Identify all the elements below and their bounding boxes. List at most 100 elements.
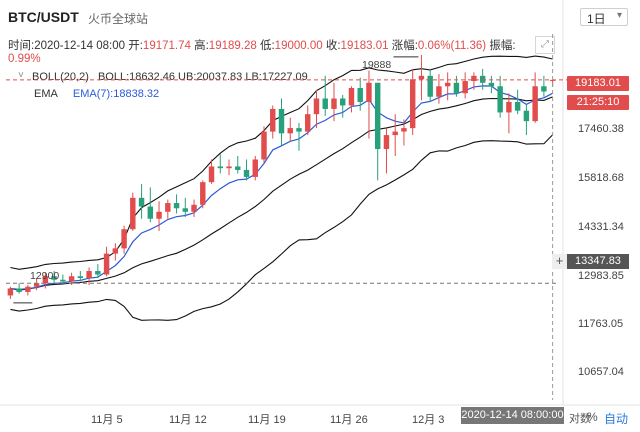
candle-body	[313, 98, 320, 115]
candle-body	[523, 110, 530, 122]
high-marker-label: 19888	[362, 59, 392, 71]
close-label: 收:	[325, 40, 341, 52]
crosshair-price-tag: 13347.83	[567, 254, 629, 269]
candle-body	[261, 131, 267, 160]
candle-body	[418, 75, 425, 80]
amp-label: 振幅:	[489, 40, 516, 52]
time-tick: 11月 26	[330, 414, 368, 426]
boll-name: BOLL(20,2)	[32, 71, 89, 83]
candle-body	[497, 86, 503, 113]
high-label: 高:	[194, 40, 209, 52]
candle-body	[322, 98, 328, 109]
boll-legend[interactable]: ˅ BOLL(20,2) BOLL:18632.46 UB:20037.83 L…	[18, 70, 308, 83]
candle-body	[42, 276, 49, 284]
time-tick: 11月 12	[169, 414, 207, 426]
candle-body	[462, 81, 468, 94]
add-alert-plus-icon[interactable]: +	[552, 254, 567, 269]
time-tick: 12月 3	[412, 414, 445, 426]
candle-body	[357, 88, 363, 102]
expand-icon[interactable]: ⤢	[535, 36, 555, 54]
crosshair-time-tag: 2020-12-14 08:00:00	[461, 407, 564, 424]
price-tick: 11763.05	[578, 318, 624, 330]
candle-body	[479, 75, 486, 83]
candle-body	[305, 114, 311, 132]
time-tick: 11月 19	[248, 414, 286, 426]
price-tick: 15818.68	[578, 172, 624, 184]
ema-value: EMA(7):18838.32	[72, 88, 160, 100]
candle-body	[278, 108, 285, 134]
change-label: 涨幅:	[391, 40, 418, 52]
ema-name: EMA	[34, 88, 58, 100]
candle-body	[401, 128, 407, 132]
price-tick: 14331.34	[578, 221, 624, 233]
candle-body	[95, 271, 101, 275]
candle-body	[103, 253, 110, 275]
candle-body	[340, 98, 346, 106]
candle-body	[374, 82, 381, 150]
candle-body	[86, 271, 92, 278]
candle-body	[60, 279, 66, 282]
candle-body	[252, 159, 258, 177]
symbol-title: BTC/USDT	[8, 9, 79, 25]
close-value: 19183.01	[340, 40, 389, 52]
open-value: 19171.74	[142, 40, 191, 52]
candle-body	[138, 197, 145, 207]
open-label: 开:	[128, 40, 143, 52]
time-tick: 11月 5	[91, 414, 123, 426]
change-value: 0.06%(11.36)	[417, 40, 487, 52]
candle-body	[112, 248, 119, 254]
price-tick: 10657.04	[578, 366, 624, 378]
interval-select[interactable]: 1日 ▾	[580, 8, 628, 26]
chevron-down-icon: ▾	[616, 10, 622, 21]
amp-value: 0.99%	[8, 53, 41, 65]
candle-body	[488, 82, 495, 87]
candle-body	[532, 86, 538, 122]
boll-middle-band	[10, 96, 553, 291]
candle-body	[7, 288, 14, 296]
candle-body	[182, 208, 189, 212]
low-value: 19000.00	[274, 40, 323, 52]
candle-body	[287, 128, 293, 134]
candle-body	[200, 182, 206, 205]
candle-body	[121, 229, 127, 249]
log-scale-button[interactable]: 对数	[569, 413, 591, 425]
candle-body	[235, 166, 241, 170]
candle-body	[156, 211, 162, 219]
auto-scale-button[interactable]: 自动	[604, 412, 629, 426]
boll-lower-band	[10, 134, 553, 321]
candle-body	[165, 203, 171, 212]
exchange-name: 火币全球站	[88, 12, 149, 26]
price-tick: 17460.38	[578, 123, 624, 135]
candle-body	[68, 276, 75, 282]
ohlc-info: 时间:2020-12-14 08:00 开:19171.74 高:19189.2…	[8, 37, 516, 53]
candle-body	[348, 88, 355, 106]
ema-legend[interactable]: EMA EMA(7):18838.32	[34, 88, 159, 100]
candle-body	[383, 135, 390, 150]
candle-body	[436, 86, 442, 97]
candle-body	[296, 128, 302, 132]
ema-line	[10, 85, 553, 290]
candle-body	[514, 101, 521, 111]
candle-body	[217, 166, 223, 169]
collapse-chevron-icon[interactable]: ˅	[18, 70, 24, 81]
high-value: 19189.28	[208, 40, 257, 52]
last-price-tag: 19183.01	[567, 76, 629, 91]
time-label: 时间:	[8, 40, 35, 52]
countdown-tag: 21:25:10	[567, 95, 629, 110]
candle-body	[130, 197, 136, 230]
candle-body	[427, 75, 433, 97]
candle-body	[226, 166, 232, 169]
candle-body	[173, 203, 180, 209]
candle-body	[33, 283, 40, 287]
price-tick: 12983.85	[578, 270, 624, 282]
percent-scale-button[interactable]: %	[587, 410, 598, 424]
candle-body	[392, 131, 398, 136]
candle-body	[506, 101, 512, 113]
candle-body	[147, 206, 154, 219]
candle-body	[409, 79, 416, 129]
candle-body	[331, 98, 337, 109]
candle-body	[77, 276, 84, 278]
candle-body	[366, 82, 372, 102]
candle-body	[25, 286, 31, 292]
